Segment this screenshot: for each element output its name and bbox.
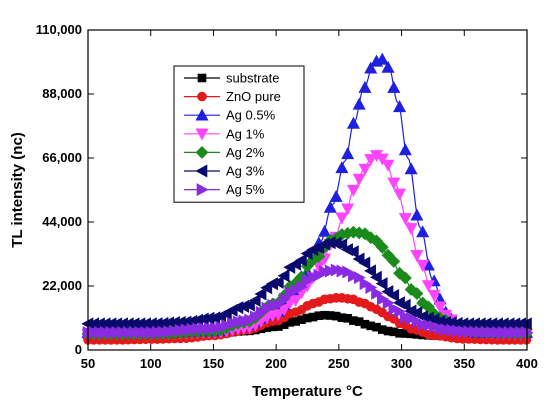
data-point — [352, 173, 366, 186]
data-point — [277, 269, 290, 283]
data-point — [410, 208, 424, 221]
data-point — [398, 213, 412, 226]
data-point — [398, 271, 412, 285]
x-tick-label: 100 — [140, 356, 162, 371]
data-point — [323, 200, 337, 213]
data-point — [387, 288, 400, 302]
data-point — [346, 184, 360, 197]
legend-marker-ag-2 — [195, 145, 209, 159]
data-point — [358, 163, 372, 176]
data-point — [381, 159, 395, 172]
legend-label-ag-0-5: Ag 0.5% — [226, 108, 276, 123]
data-point — [248, 293, 261, 307]
x-tick-label: 200 — [265, 356, 287, 371]
data-point — [364, 264, 377, 278]
x-tick-label: 400 — [516, 356, 538, 371]
x-tick-label: 350 — [453, 356, 475, 371]
data-point — [421, 300, 435, 314]
data-point — [387, 177, 401, 190]
data-point — [271, 275, 284, 289]
legend-label-ag-5: Ag 5% — [226, 182, 265, 197]
legend-label-substrate: substrate — [226, 71, 279, 86]
series-ag-5 — [82, 263, 534, 340]
y-tick-label: 0 — [75, 342, 82, 357]
legend-label-ag-3: Ag 3% — [226, 164, 265, 179]
data-point — [346, 116, 360, 129]
axes-layer: 50 100 150 200 250 300 350 400 0 22,000 44,000 66,0… — [36, 22, 538, 371]
data-point — [433, 301, 447, 314]
data-point — [289, 295, 303, 308]
legend-marker-ag-3 — [195, 164, 208, 178]
data-point — [341, 203, 355, 216]
data-point — [387, 255, 401, 268]
data-point — [369, 270, 382, 284]
data-point — [519, 317, 532, 331]
x-axis-title: Temperature °C — [252, 383, 363, 400]
series-ag-0-5 — [81, 52, 534, 338]
y-tick-label: 110,000 — [36, 22, 82, 37]
legend-marker-ag-1 — [195, 128, 209, 141]
data-point — [375, 277, 388, 291]
data-point — [398, 298, 411, 312]
legend-marker-ag-0-5 — [195, 108, 209, 121]
data-point — [421, 280, 435, 293]
data-point — [318, 224, 332, 237]
legend-marker-zno-pure — [197, 91, 207, 102]
data-point — [352, 97, 366, 110]
x-tick-label: 150 — [203, 356, 225, 371]
data-point — [364, 154, 378, 167]
data-point — [393, 188, 407, 201]
legend-marker-substrate — [197, 73, 207, 83]
legend-label-ag-1: Ag 1% — [226, 126, 265, 141]
data-point — [375, 153, 389, 166]
legend-marker-ag-5 — [196, 183, 209, 197]
data-point — [381, 60, 395, 73]
data-point — [375, 52, 389, 65]
data-point — [404, 223, 418, 236]
data-point — [294, 253, 307, 267]
y-tick-label: 22,000 — [42, 278, 82, 293]
y-axis-title: TL intensity (nc) — [9, 132, 26, 248]
plot-frame — [87, 29, 528, 351]
x-tick-label: 50 — [81, 356, 95, 371]
legend-label-ag-2: Ag 2% — [226, 145, 265, 160]
data-point — [427, 289, 441, 302]
data-point — [410, 287, 424, 300]
series-layer — [81, 52, 534, 345]
series-ag-1 — [81, 150, 534, 341]
data-point — [341, 147, 355, 160]
x-tick-label: 300 — [391, 356, 413, 371]
data-point — [312, 250, 326, 263]
data-point — [398, 143, 412, 156]
data-point — [364, 61, 378, 74]
y-tick-label: 44,000 — [42, 214, 82, 229]
data-point — [393, 100, 407, 113]
y-tick-label: 88,000 — [42, 86, 82, 101]
data-point — [358, 256, 371, 270]
data-point — [410, 250, 424, 262]
x-tick-label: 250 — [328, 356, 350, 371]
y-tick-label: 66,000 — [42, 150, 82, 165]
data-point — [335, 212, 349, 225]
data-point — [375, 240, 389, 254]
data-point — [416, 259, 430, 272]
data-point — [335, 238, 348, 252]
legend-label-zno-pure: ZnO pure — [226, 89, 281, 104]
data-point — [329, 190, 343, 202]
data-point — [404, 162, 418, 175]
data-point — [271, 309, 285, 322]
data-point — [387, 80, 401, 93]
data-point — [335, 161, 349, 174]
data-point — [346, 245, 359, 259]
data-point — [358, 80, 372, 93]
data-point — [416, 225, 430, 238]
legend: substrate ZnO pure Ag 0.5% Ag 1% Ag 2% Ag 3% A… — [173, 65, 305, 203]
data-point — [254, 287, 267, 301]
